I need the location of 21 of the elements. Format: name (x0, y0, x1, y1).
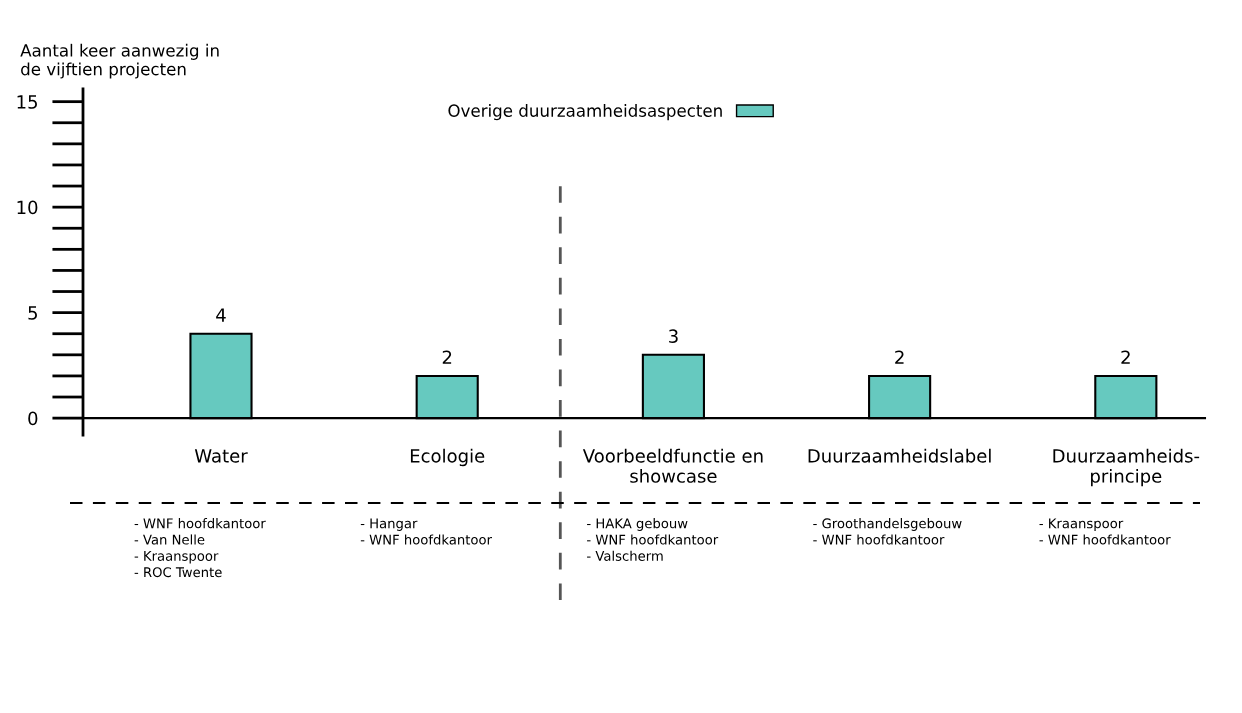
text: - Kraanspoor - WNF hoofdkantoor (1039, 518, 1171, 545)
y-tick-label: 5 (28, 306, 37, 320)
x-tick-label: Voorbeeldfunctie en showcase (582, 448, 763, 483)
data-label: 4 (216, 308, 226, 322)
x-tick-label: Ecologie (410, 448, 485, 467)
data-label: 3 (669, 329, 678, 343)
x-tick-label: Duurzaamheidslabel (808, 448, 991, 463)
x-tick-label: Duurzaamheids- principe (1053, 448, 1200, 487)
text: - Groothandelsgebouw - WNF hoofdkantoor (813, 518, 962, 545)
data-label: 2 (442, 350, 452, 364)
y-tick-label: 15 (17, 95, 37, 109)
text: - WNF hoofdkantoor - Van Nelle - Kraanspoor - ROC Twente (134, 518, 266, 578)
data-label: 2 (895, 350, 904, 364)
y-tick-label: 10 (17, 200, 38, 215)
legend-label: Overige duurzaamheidsaspecten (448, 104, 722, 121)
y-tick-label: 0 (28, 411, 38, 426)
y-axis-title: Aantal keer aanwezig in de vijftien projecten (20, 43, 219, 79)
text: - HAKA gebouw - WNF hoofdkantoor - Valscherm (587, 518, 719, 561)
text: - Hangar - WNF hoofdkantoor (360, 518, 492, 545)
x-tick-label: Water (194, 449, 248, 463)
data-label: 2 (1121, 350, 1130, 364)
